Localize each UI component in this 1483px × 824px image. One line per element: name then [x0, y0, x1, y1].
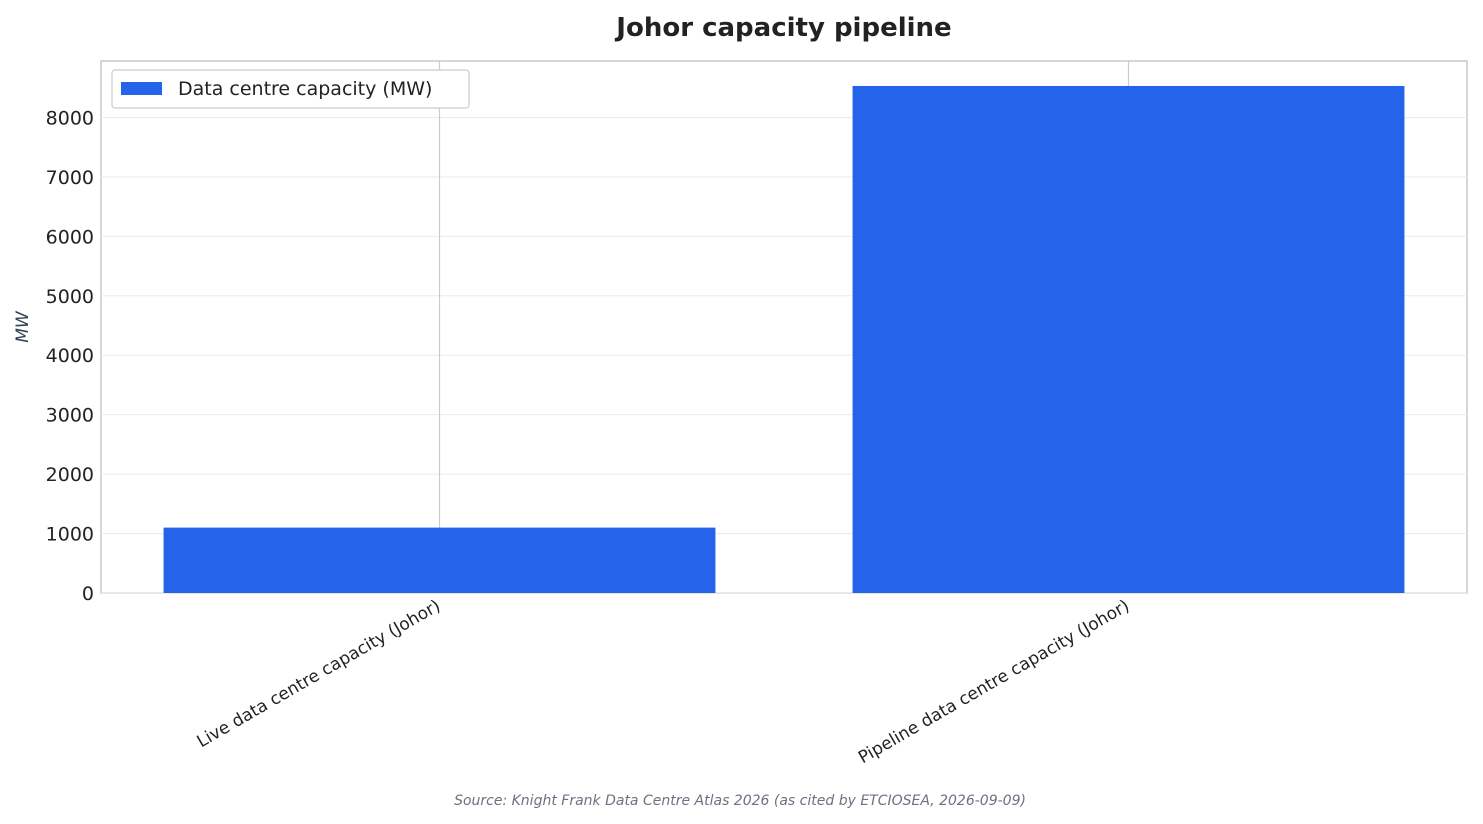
y-tick-label: 4000 [46, 345, 94, 367]
bars [163, 85, 1405, 593]
y-tick-label: 1000 [46, 524, 94, 546]
chart-title: Johor capacity pipeline [614, 13, 951, 43]
x-tick-label: Pipeline data centre capacity (Johor) [855, 596, 1133, 768]
legend-label: Data centre capacity (MW) [178, 78, 432, 100]
x-tick-label: Live data centre capacity (Johor) [194, 596, 444, 752]
x-axis-ticks: Live data centre capacity (Johor) Pipelin… [194, 596, 1133, 768]
y-axis-ticks: 0 1000 2000 3000 4000 5000 6000 7000 8000 [46, 107, 94, 605]
y-tick-label: 5000 [46, 286, 94, 308]
y-tick-label: 8000 [46, 107, 94, 129]
legend[interactable]: Data centre capacity (MW) [111, 69, 470, 109]
legend-box [111, 69, 470, 109]
bar-live-capacity[interactable] [163, 527, 716, 593]
y-tick-label: 0 [82, 583, 94, 605]
y-tick-label: 6000 [46, 226, 94, 248]
y-tick-label: 3000 [46, 405, 94, 427]
y-axis-label: MW [13, 310, 33, 343]
source-note: Source: Knight Frank Data Centre Atlas 2… [454, 793, 1026, 809]
y-tick-label: 2000 [46, 464, 94, 486]
legend-swatch [121, 82, 162, 95]
bar-pipeline-capacity[interactable] [852, 85, 1405, 593]
y-tick-label: 7000 [46, 167, 94, 189]
